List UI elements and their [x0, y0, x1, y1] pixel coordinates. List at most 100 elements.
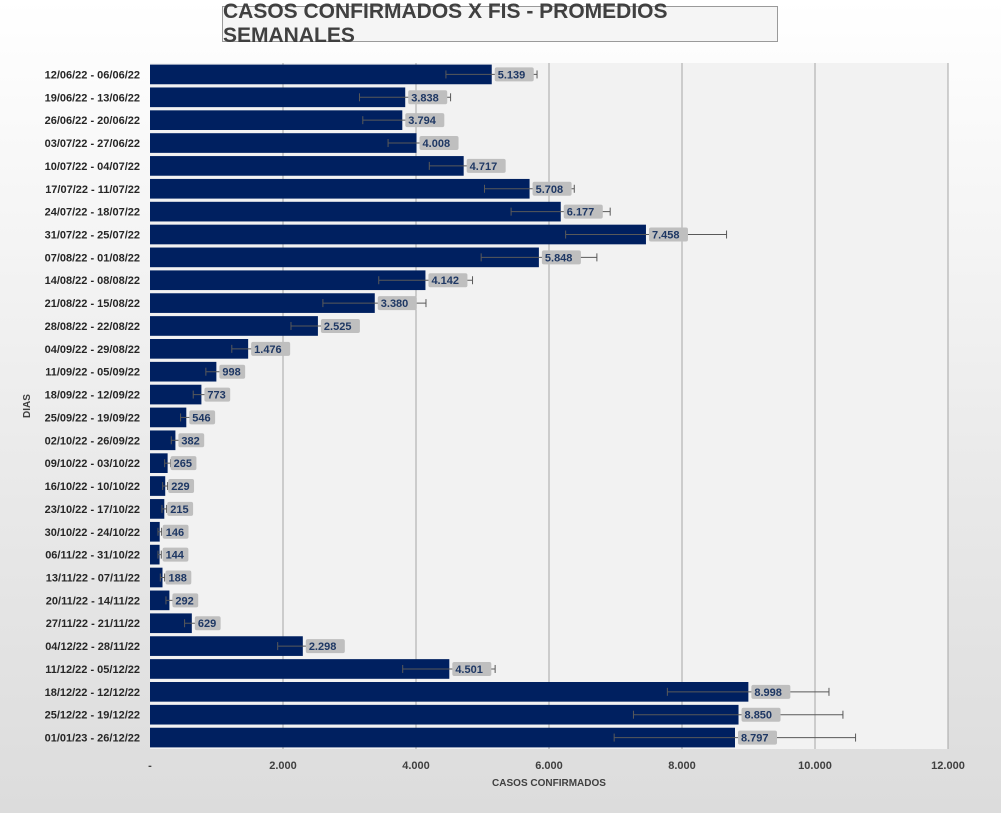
- category-label: 30/10/22 - 24/10/22: [45, 527, 140, 539]
- value-label-box: [494, 67, 534, 82]
- value-label-box: [377, 296, 417, 311]
- error-bar: [613, 733, 857, 742]
- value-label-box: [541, 250, 581, 265]
- value-label: 144: [166, 550, 185, 562]
- value-label: 5.848: [545, 252, 573, 264]
- bar: [150, 704, 739, 725]
- error-bar: [632, 710, 844, 719]
- value-label: 2.525: [324, 321, 352, 333]
- y-axis-title: DIAS: [22, 394, 33, 418]
- value-label-box: [428, 273, 468, 288]
- category-label: 12/06/22 - 06/06/22: [45, 69, 140, 81]
- category-labels: 12/06/22 - 06/06/22 19/06/22 - 13/06/22 26…: [45, 69, 140, 744]
- error-bar: [164, 459, 172, 468]
- error-bar: [565, 230, 728, 239]
- bars: [150, 64, 749, 748]
- value-label: 3.838: [411, 92, 439, 104]
- value-label: 8.850: [745, 710, 773, 722]
- category-label: 18/09/22 - 12/09/22: [45, 390, 140, 402]
- category-label: 19/06/22 - 13/06/22: [45, 92, 140, 104]
- bar: [150, 476, 166, 496]
- category-label: 17/07/22 - 11/07/22: [45, 184, 140, 196]
- category-label: 11/09/22 - 05/09/22: [45, 367, 140, 379]
- category-label: 03/07/22 - 27/06/22: [45, 138, 140, 150]
- value-label: 146: [166, 527, 184, 539]
- value-label: 546: [192, 412, 210, 424]
- x-tick-labels: - 2.000 4.000 6.000 8.000 10.000 12.000: [148, 760, 965, 772]
- bar: [150, 521, 160, 542]
- bar: [150, 544, 160, 565]
- bar: [150, 499, 165, 519]
- bar: [150, 178, 530, 199]
- x-tick-label: 10.000: [798, 760, 832, 772]
- category-label: 31/07/22 - 25/07/22: [45, 230, 140, 242]
- value-label-box: [405, 113, 445, 128]
- value-label-box: [408, 90, 448, 105]
- bar: [150, 407, 187, 428]
- value-label-box: [170, 456, 197, 471]
- value-label: 4.501: [455, 664, 483, 676]
- category-label: 11/12/22 - 05/12/22: [45, 664, 140, 676]
- value-label: 629: [198, 618, 216, 630]
- category-label: 10/07/22 - 04/07/22: [45, 161, 140, 173]
- bar: [150, 659, 450, 679]
- value-label-box: [452, 661, 492, 676]
- error-bar: [157, 550, 162, 559]
- category-label: 24/07/22 - 18/07/22: [45, 207, 140, 219]
- category-label: 04/09/22 - 29/08/22: [45, 344, 140, 356]
- category-label: 16/10/22 - 10/10/22: [45, 481, 140, 493]
- category-label: 25/09/22 - 19/09/22: [45, 412, 140, 424]
- value-label-box: [466, 158, 506, 173]
- gridlines: [282, 63, 949, 749]
- value-label: 4.142: [431, 275, 459, 287]
- category-label: 09/10/22 - 03/10/22: [45, 458, 140, 470]
- value-label-box: [419, 136, 459, 151]
- value-label-box: [219, 364, 246, 379]
- value-label-box: [741, 707, 781, 722]
- value-label-box: [189, 410, 216, 425]
- value-label-box: [194, 616, 221, 631]
- value-label: 8.998: [754, 687, 782, 699]
- bar: [150, 384, 202, 405]
- category-label: 26/06/22 - 20/06/22: [45, 115, 140, 127]
- value-label-box: [178, 433, 205, 448]
- error-bar: [161, 504, 168, 513]
- bar: [150, 361, 217, 382]
- category-label: 14/08/22 - 08/08/22: [45, 275, 140, 287]
- value-label: 2.298: [309, 641, 337, 653]
- bar: [150, 156, 464, 176]
- category-label: 04/12/22 - 28/11/22: [45, 641, 140, 653]
- value-label: 215: [170, 504, 188, 516]
- value-label: 4.008: [423, 138, 451, 150]
- value-label: 382: [181, 435, 199, 447]
- error-bar: [157, 527, 163, 536]
- value-label: 5.139: [498, 69, 526, 81]
- bar: [150, 590, 170, 611]
- value-label-box: [532, 181, 572, 196]
- value-label: 773: [207, 390, 225, 402]
- bar: [150, 316, 318, 336]
- bar: [150, 727, 736, 748]
- value-label: 188: [169, 573, 187, 585]
- x-tick-label: 8.000: [668, 760, 696, 772]
- x-tick-label: -: [148, 760, 152, 772]
- value-label-box: [563, 204, 603, 219]
- error-bar: [666, 687, 830, 696]
- value-label: 3.380: [381, 298, 409, 310]
- x-axis-title: CASOS CONFIRMADOS: [492, 778, 606, 789]
- value-label: 998: [222, 367, 240, 379]
- value-label-box: [738, 730, 778, 745]
- bar: [150, 247, 539, 268]
- bar: [150, 636, 303, 656]
- value-label-box: [162, 524, 189, 539]
- category-label: 18/12/22 - 12/12/22: [45, 687, 140, 699]
- error-bar: [159, 573, 166, 582]
- value-label: 292: [175, 595, 193, 607]
- bar: [150, 613, 192, 634]
- category-label: 06/11/22 - 31/10/22: [45, 550, 140, 562]
- x-tick-label: 12.000: [931, 760, 965, 772]
- bar: [150, 453, 168, 473]
- value-label: 5.708: [536, 184, 564, 196]
- value-label-box: [251, 341, 291, 356]
